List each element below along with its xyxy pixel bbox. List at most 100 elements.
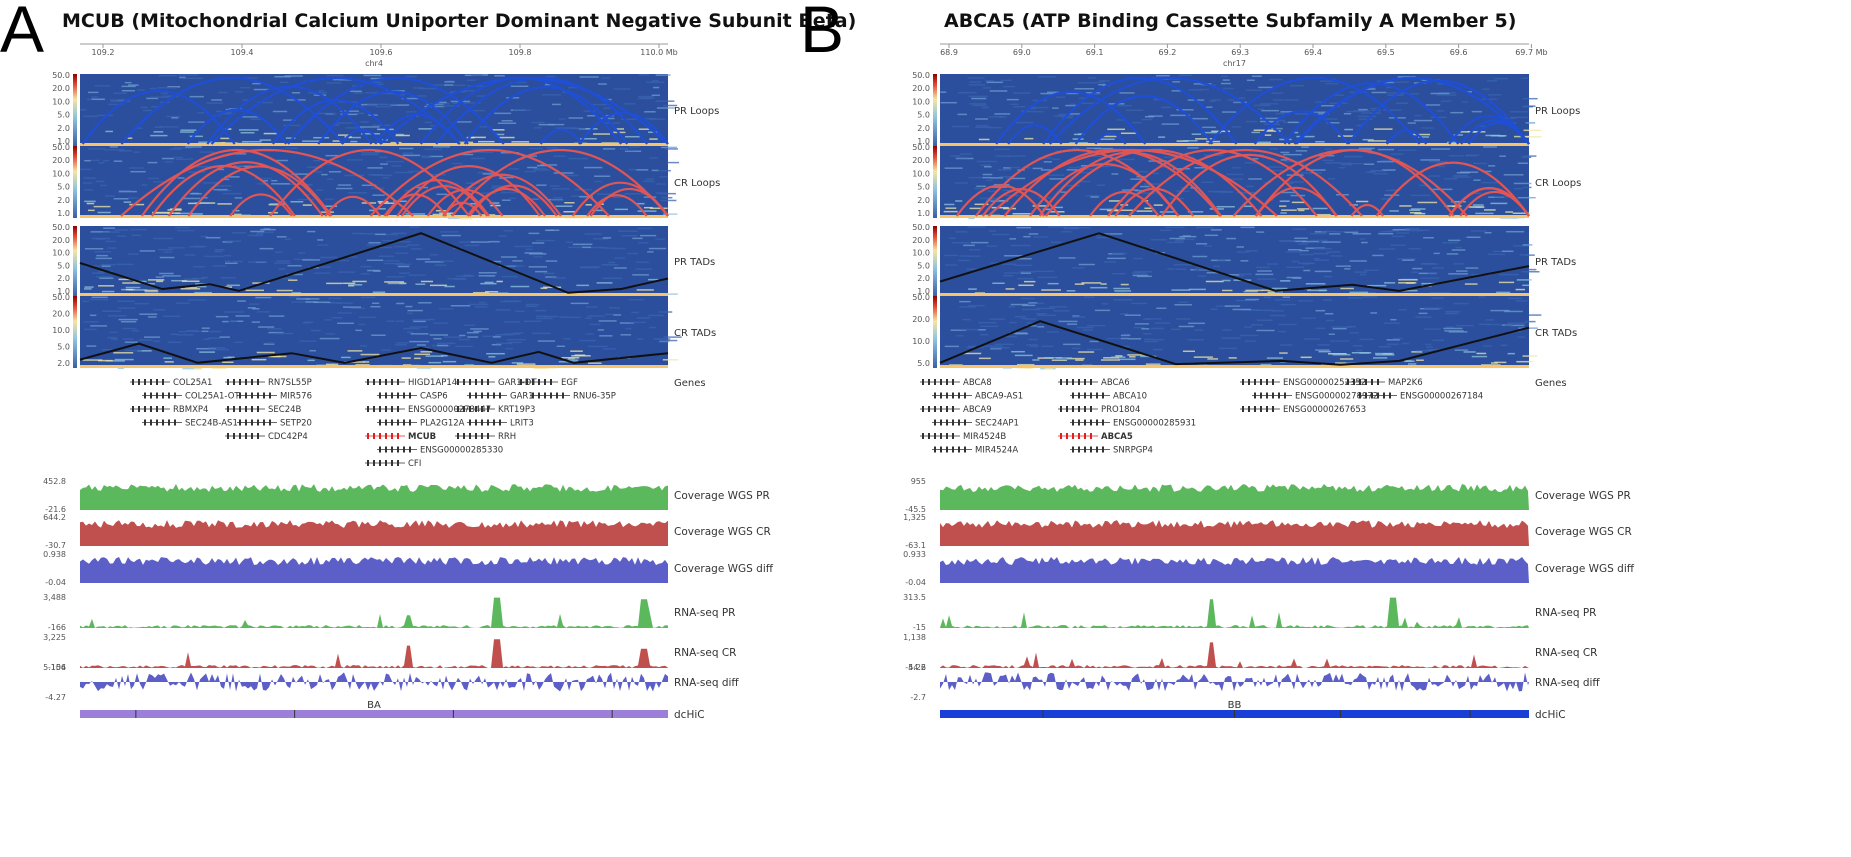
hic-pixel (103, 227, 115, 229)
hic-pixel (445, 92, 455, 94)
hic-pixel (404, 189, 412, 192)
hic-pixel (1427, 348, 1443, 351)
gene-exon (457, 379, 459, 385)
gene-exon (469, 392, 471, 399)
hic-pixel (1131, 302, 1148, 305)
hic-pixel (1250, 324, 1264, 326)
hic-pixel (184, 254, 196, 256)
hic-pixel (1429, 161, 1448, 163)
hic-pixel (1272, 99, 1284, 101)
hic-pixel (1137, 170, 1149, 173)
gene-exon (156, 379, 158, 385)
hic-pixel (358, 323, 366, 326)
colorbar-label: 50.0 (52, 223, 70, 232)
gene-exon (397, 379, 399, 385)
hic-pixel (433, 322, 449, 324)
hic-pixel (224, 254, 232, 257)
gene-exon (475, 392, 477, 399)
pr-loop-arc (81, 89, 236, 145)
hic-pixel (97, 211, 111, 214)
gene-exon (1102, 392, 1104, 399)
hic-pixel (986, 81, 1003, 84)
hic-pixel (512, 260, 523, 262)
hic-pixel (599, 335, 613, 337)
hic-pixel (291, 301, 311, 303)
gene-label: SETP20 (280, 419, 312, 429)
hic-pixel (358, 316, 376, 319)
hic-pixel (222, 361, 234, 364)
hic-pixel (305, 298, 320, 300)
gene-exon (928, 406, 930, 412)
hic-pixel (444, 183, 458, 186)
hic-pixel (1125, 109, 1144, 112)
hic-pixel (1143, 183, 1161, 185)
hic-pixel (171, 117, 179, 119)
hic-pixel (409, 326, 428, 328)
hic-pixel (325, 363, 339, 366)
hic-pixel (1494, 361, 1507, 364)
hic-pixel (1159, 229, 1172, 232)
hic-pixel (175, 158, 187, 161)
colorbar-label: 10.0 (912, 169, 930, 178)
gene-exon (233, 379, 235, 385)
colorbar-label: 1.0 (917, 287, 930, 296)
hic-diagonal (80, 293, 668, 296)
hic-pixel (1332, 353, 1351, 356)
hic-pixel (1503, 174, 1524, 176)
hic-pixel (84, 200, 96, 203)
hic-pixel (194, 202, 210, 204)
hic-pixel (579, 339, 596, 342)
hic-pixel (585, 333, 594, 335)
gene-exon (385, 446, 387, 453)
hic-pixel (100, 263, 116, 266)
hic-pixel (141, 184, 148, 186)
hic-pixel (532, 332, 551, 335)
hic-pixel (594, 180, 602, 183)
hic-pixel (558, 118, 566, 120)
hic-pixel (321, 173, 328, 176)
gene-label: ENSG00000285931 (1113, 419, 1196, 429)
hic-pixel (1386, 339, 1400, 341)
hic-pixel (648, 247, 667, 250)
hic-pixel (1255, 309, 1274, 312)
hic-pixel (1362, 138, 1374, 141)
hic-pixel (500, 191, 518, 194)
hic-pixel (1349, 332, 1359, 334)
hic-pixel (1268, 78, 1283, 81)
hic-pixel (1132, 121, 1142, 124)
gene-exon (934, 446, 936, 453)
hic-pixel (318, 90, 325, 92)
hic-pixel (659, 340, 670, 343)
cr-loop-arc (1128, 148, 1363, 217)
hic-pixel (943, 254, 958, 257)
gene-exon (373, 406, 375, 412)
hic-pixel (1286, 276, 1301, 279)
hic-pixel (361, 296, 376, 299)
hic-pixel (1413, 119, 1433, 122)
hic-pixel (1041, 345, 1054, 348)
hic-pixel (950, 329, 967, 331)
hic-pixel (184, 286, 198, 289)
hic-pixel (326, 178, 334, 180)
hic-pixel (638, 74, 649, 76)
hic-pixel (512, 332, 524, 334)
hic-pixel (1003, 274, 1014, 277)
gene-exon (1078, 446, 1080, 453)
hic-pixel (984, 345, 1003, 347)
gene-exon (1066, 379, 1068, 385)
hic-pixel (1233, 100, 1241, 103)
hic-pixel (1309, 232, 1327, 235)
hic-pixel (978, 357, 991, 360)
gene-exon (1365, 379, 1367, 385)
gene-exon (499, 392, 501, 399)
hic-pixel (1141, 118, 1153, 121)
hic-pixel (469, 203, 478, 205)
gene-exon (245, 406, 247, 412)
gene-exon (251, 433, 253, 439)
hic-pixel (255, 296, 272, 299)
gene-exon (475, 433, 477, 439)
hic-pixel (1448, 239, 1461, 242)
pr-loop-arc (1208, 76, 1421, 145)
hic-pixel (1101, 303, 1108, 305)
hic-pixel (1094, 309, 1111, 312)
